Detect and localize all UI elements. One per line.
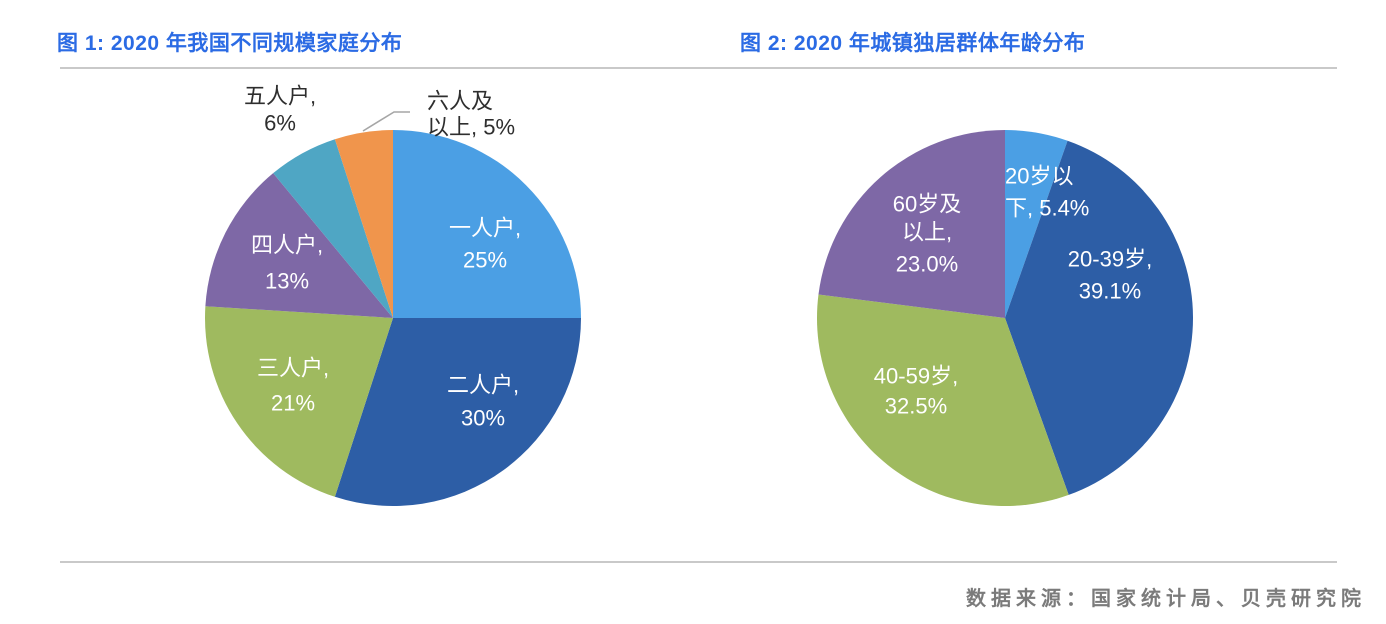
pie-label-五人户: 五人户, 6%	[244, 84, 316, 136]
pie-slice-六人及以上	[334, 130, 393, 318]
pie-label-三人户: 三人户, 21%	[257, 356, 329, 416]
pie-label-40-59岁: 40-59岁, 32.5%	[874, 364, 958, 419]
pie-label-四人户: 四人户, 13%	[251, 233, 323, 294]
label-leader-line	[362, 111, 410, 132]
data-source-text: 数据来源：国家统计局、贝壳研究院	[966, 588, 1366, 610]
pie-slice-二人户	[334, 318, 581, 507]
pie-slice-四人户	[205, 173, 393, 318]
pie-slice-五人户	[273, 139, 393, 318]
pie-chart-household-size: 一人户, 25% 二人户, 30% 三人户, 21% 四人户, 13% 五人户, 6% 六人及以上,…	[204, 84, 581, 507]
pie-slice-三人户	[204, 306, 393, 497]
pie-slice-60岁及以上	[818, 130, 1005, 318]
pie-label-20岁以下: 20岁以下, 5.4%	[1005, 164, 1089, 221]
title-underline	[60, 67, 1337, 69]
footer-divider	[60, 561, 1337, 563]
pie-label-一人户: 一人户, 25%	[449, 216, 521, 273]
figure1-title: 图 1: 2020 年我国不同规模家庭分布	[57, 32, 403, 55]
pie-slice-40-59岁	[816, 294, 1069, 507]
pie-slice-20岁以下	[1005, 130, 1068, 318]
pie-slice-20-39岁	[1005, 140, 1194, 495]
pie-chart-solo-dweller-age: 20岁以下, 5.4% 20-39岁, 39.1% 40-59岁, 32.5% 60岁及以…	[816, 130, 1194, 507]
pie-slice-一人户	[393, 130, 581, 318]
pie-label-60岁及以上: 60岁及以上, 23.0%	[893, 192, 961, 277]
pie-label-20-39岁: 20-39岁, 39.1%	[1068, 247, 1152, 304]
pie-label-六人及以上: 六人及以上, 5%	[427, 89, 515, 140]
pie-label-二人户: 二人户, 30%	[447, 373, 519, 431]
figure2-title: 图 2: 2020 年城镇独居群体年龄分布	[740, 32, 1086, 55]
